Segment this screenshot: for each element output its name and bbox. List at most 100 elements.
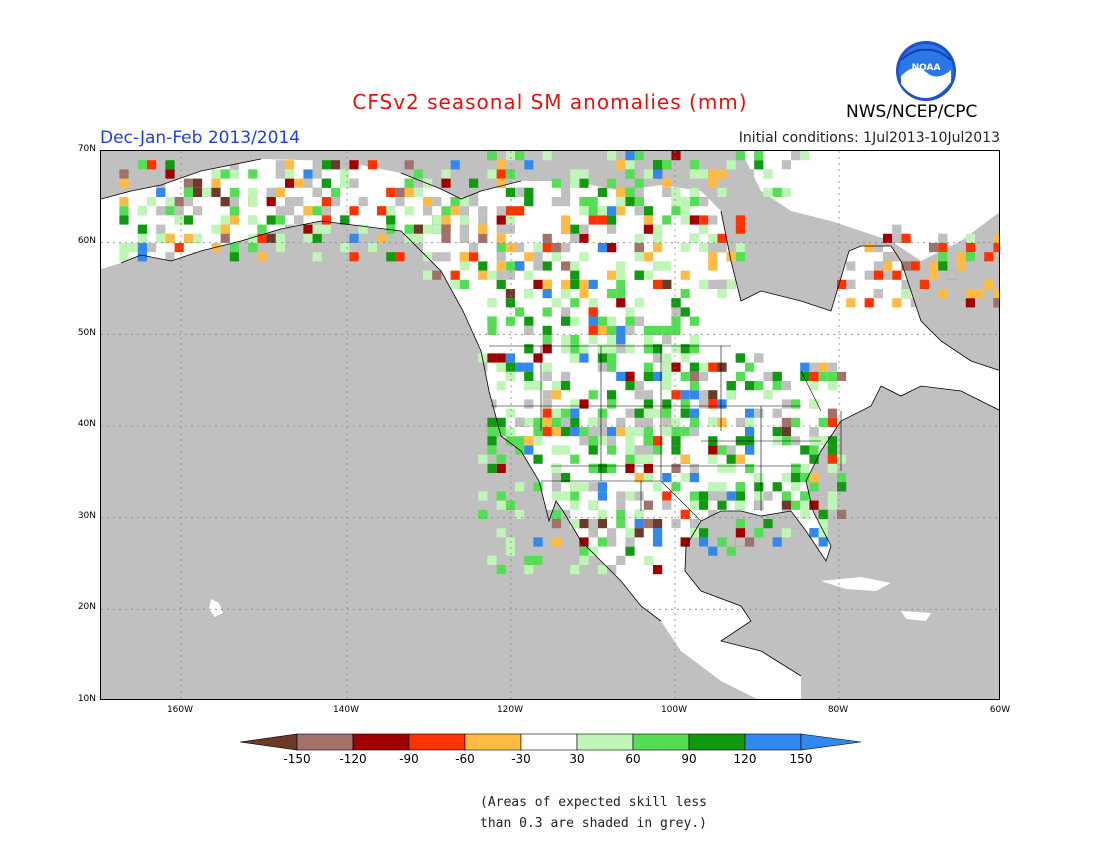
anomaly-tile [938,261,948,271]
anomaly-tile [579,206,589,216]
anomaly-tile [791,151,801,161]
anomaly-tile [745,417,755,427]
anomaly-tile [542,417,552,427]
anomaly-tile [423,206,433,216]
anomaly-tile [625,454,635,464]
anomaly-tile [404,224,414,234]
anomaly-tile [248,233,258,243]
anomaly-tile [386,187,396,197]
anomaly-tile [607,289,617,299]
anomaly-tile [726,151,736,161]
anomaly-tile [708,491,718,501]
anomaly-tile [377,206,387,216]
anomaly-tile [717,417,727,427]
anomaly-tile [643,169,653,179]
lat-label-40n: 40N [77,419,96,429]
anomaly-tile [680,289,690,299]
anomaly-tile [165,169,175,179]
anomaly-tile [570,417,580,427]
anomaly-tile [588,197,598,207]
anomaly-tile [625,408,635,418]
anomaly-tile [607,537,617,547]
anomaly-tile [579,169,589,179]
anomaly-tile [588,206,598,216]
anomaly-tile [634,243,644,253]
anomaly-tile [708,362,718,372]
anomaly-tile [275,206,285,216]
anomaly-tile [662,417,672,427]
anomaly-tile [478,509,488,519]
anomaly-tile [570,224,580,234]
anomaly-tile [634,187,644,197]
anomaly-tile [671,325,681,335]
anomaly-tile [680,344,690,354]
anomaly-tile [542,151,552,161]
anomaly-tile [524,565,534,575]
anomaly-tile [634,197,644,207]
anomaly-tile [183,160,193,170]
anomaly-tile [607,528,617,538]
anomaly-tile [404,178,414,188]
anomaly-tile [459,206,469,216]
anomaly-tile [781,160,791,170]
anomaly-tile [542,233,552,243]
anomaly-tile [542,325,552,335]
anomaly-tile [680,197,690,207]
anomaly-tile [754,151,764,161]
anomaly-tile [211,178,221,188]
anomaly-tile [496,528,506,538]
anomaly-tiles [119,151,999,575]
anomaly-tile [607,344,617,354]
colorbar-swatch [744,733,802,751]
lon-label-60w: 60W [989,705,1011,715]
anomaly-tile [165,160,175,170]
anomaly-tile [588,528,598,538]
anomaly-tile [551,298,561,308]
anomaly-tile [846,279,856,289]
anomaly-tile [312,252,322,262]
anomaly-tile [671,298,681,308]
land-hawaii [209,599,223,617]
anomaly-tile [956,261,966,271]
anomaly-tile [763,371,773,381]
anomaly-tile [496,169,506,179]
anomaly-tile [441,233,451,243]
anomaly-tile [717,289,727,299]
anomaly-tile [193,178,203,188]
lon-label-140w: 140W [332,705,360,715]
anomaly-tile [505,316,515,326]
colorbar-swatch [576,733,634,751]
anomaly-tile [597,353,607,363]
anomaly-tile [579,482,589,492]
anomaly-tile [671,427,681,437]
anomaly-tile [505,353,515,363]
anomaly-tile [938,243,948,253]
anomaly-tile [588,215,598,225]
colorbar-swatch [520,733,578,751]
anomaly-tile [524,362,534,372]
anomaly-tile [781,417,791,427]
anomaly-tile [781,509,791,519]
anomaly-tile [597,537,607,547]
anomaly-tile [331,187,341,197]
anomaly-tile [634,298,644,308]
anomaly-tile [404,187,414,197]
anomaly-tile [938,252,948,262]
anomaly-tile [579,279,589,289]
anomaly-tile [248,243,258,253]
anomaly-tile [367,160,377,170]
anomaly-tile [643,427,653,437]
anomaly-tile [147,243,157,253]
anomaly-tile [542,390,552,400]
anomaly-tile [643,390,653,400]
anomaly-tile [570,270,580,280]
colorbar-swatch [296,733,354,751]
anomaly-tile [763,519,773,529]
anomaly-tile [827,362,837,372]
anomaly-tile [671,519,681,529]
anomaly-tile [791,528,801,538]
anomaly-tile [515,509,525,519]
anomaly-tile [542,362,552,372]
anomaly-tile [699,500,709,510]
anomaly-tile [487,436,497,446]
